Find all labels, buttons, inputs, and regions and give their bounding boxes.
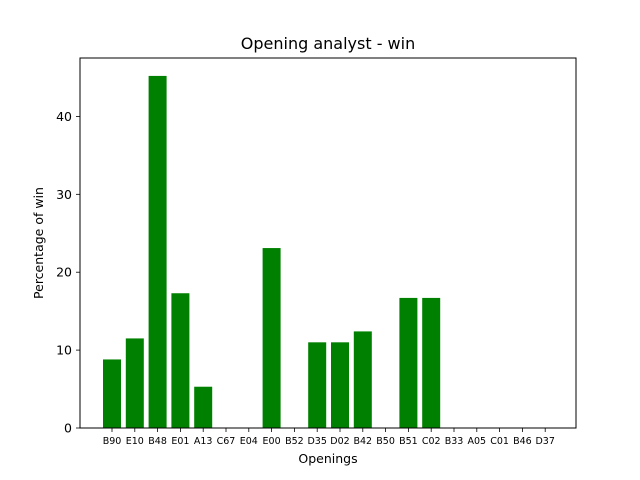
x-ticks-group: B90 E10 B48 E01 A13 C67 E04 E00 B52 D35 D02 B42 B50 B…: [103, 428, 555, 447]
x-tick-label: C02: [422, 436, 441, 447]
y-tick-label: 10: [56, 343, 72, 358]
bar-E00: [262, 248, 281, 428]
bar-D35: [308, 342, 327, 428]
x-tick-label: A05: [468, 436, 487, 447]
y-tick-label: 20: [56, 265, 72, 280]
x-tick-label: D02: [330, 436, 349, 447]
x-tick-label: C67: [217, 436, 236, 447]
bar-A13: [194, 386, 213, 428]
bar-B90: [103, 359, 121, 428]
y-tick-label: 0: [64, 421, 72, 436]
x-tick-label: E04: [240, 436, 258, 447]
chart-title: Opening analyst - win: [241, 34, 415, 53]
y-axis-label: Percentage of win: [31, 187, 46, 299]
bar-C02: [422, 297, 441, 428]
x-tick-label: E01: [171, 436, 189, 447]
x-tick-label: E10: [126, 436, 144, 447]
x-tick-label: E00: [263, 436, 281, 447]
bars-group: [103, 75, 441, 429]
bar-B51: [399, 297, 418, 428]
x-tick-label: B90: [103, 436, 122, 447]
y-tick-label: 30: [56, 187, 72, 202]
bar-B42: [353, 331, 372, 428]
x-tick-label: B33: [445, 436, 464, 447]
x-axis-label: Openings: [298, 451, 357, 466]
x-tick-label: B46: [513, 436, 532, 447]
y-ticks-group: 0 10 20 30 40: [56, 109, 80, 436]
x-tick-label: A13: [194, 436, 213, 447]
x-tick-label: B42: [353, 436, 372, 447]
x-tick-label: B52: [285, 436, 304, 447]
plot-frame: [79, 57, 577, 429]
x-tick-label: B48: [148, 436, 167, 447]
bar-D02: [331, 342, 349, 428]
bar-B48: [148, 75, 167, 429]
y-tick-label: 40: [56, 109, 72, 124]
x-tick-label: C01: [490, 436, 509, 447]
bar-E01: [171, 293, 190, 428]
x-tick-label: B51: [399, 436, 418, 447]
x-tick-label: B50: [376, 436, 395, 447]
x-tick-label: D37: [535, 436, 554, 447]
bar-E10: [125, 338, 144, 428]
x-tick-label: D35: [307, 436, 326, 447]
